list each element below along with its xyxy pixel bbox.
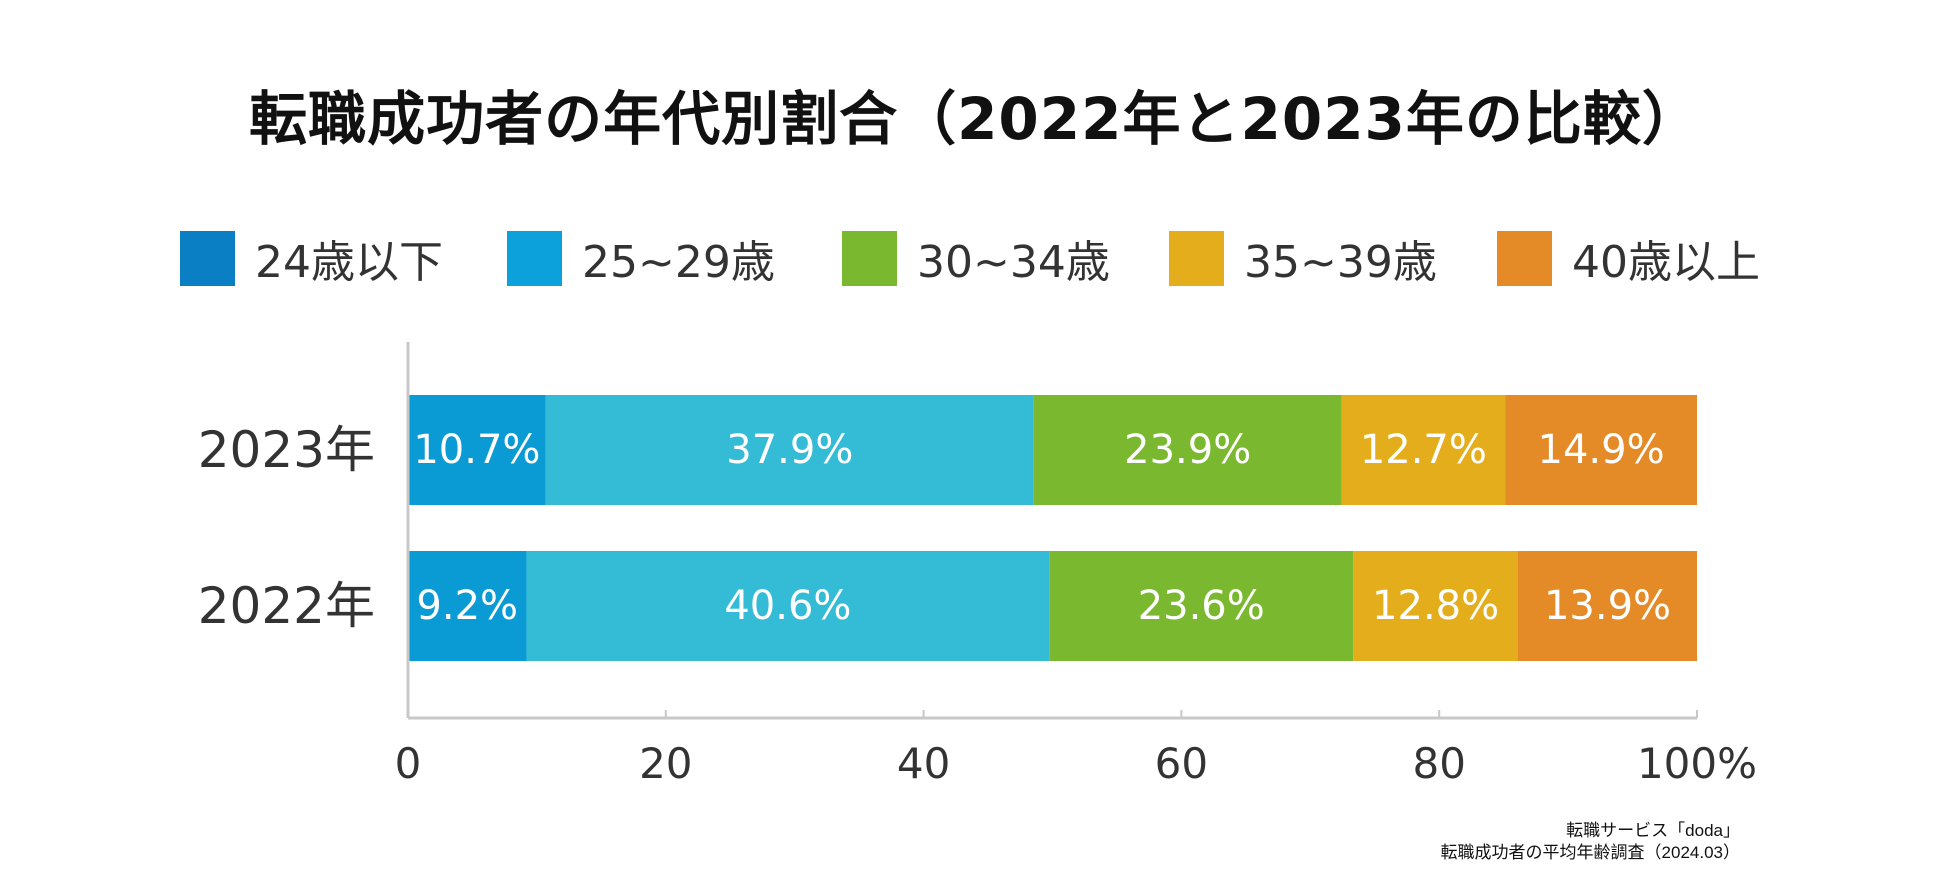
- bar-label-0-0: 10.7%: [413, 427, 540, 473]
- legend-item-40plus: 40歳以上: [1497, 228, 1760, 288]
- bar-label-1-0: 9.2%: [416, 583, 518, 629]
- bar-segment-0-1: [545, 395, 1034, 505]
- legend-label-25-29: 25~29歳: [582, 237, 775, 288]
- category-label-0: 2023年: [198, 421, 375, 479]
- bar-label-1-4: 13.9%: [1544, 583, 1671, 629]
- legend-swatch-30-34: [842, 230, 897, 286]
- bar-segment-0-0: [408, 395, 546, 505]
- bar-segment-1-4: [1518, 551, 1697, 661]
- legend-item-under24: 24歳以下: [180, 228, 443, 288]
- source-line-1: 転職サービス「doda」: [1566, 821, 1740, 840]
- bar-label-0-3: 12.7%: [1360, 427, 1487, 473]
- bar-segment-1-3: [1353, 551, 1519, 661]
- x-tick-label-0: 0: [395, 739, 422, 788]
- bar-segment-0-2: [1033, 395, 1342, 505]
- legend-label-30-34: 30~34歳: [917, 237, 1110, 288]
- x-tick-label-2: 40: [897, 739, 950, 788]
- bar-label-1-1: 40.6%: [724, 583, 851, 629]
- source-note: 転職サービス「doda」 転職成功者の平均年齢調査（2024.03）: [1441, 820, 1740, 864]
- x-tick-label-5: 100%: [1637, 739, 1757, 788]
- legend-item-35-39: 35~39歳: [1169, 228, 1437, 288]
- chart-title: 転職成功者の年代別割合（2022年と2023年の比較）: [249, 85, 1701, 153]
- category-label-1: 2022年: [198, 577, 375, 635]
- bar-label-0-1: 37.9%: [726, 427, 853, 473]
- legend-item-30-34: 30~34歳: [842, 228, 1110, 288]
- legend-item-25-29: 25~29歳: [507, 228, 775, 288]
- legend-swatch-40plus: [1497, 230, 1552, 286]
- bar-segment-1-1: [526, 551, 1050, 661]
- legend-label-40plus: 40歳以上: [1572, 237, 1760, 288]
- legend-swatch-35-39: [1169, 230, 1224, 286]
- bar-segment-1-0: [408, 551, 527, 661]
- bar-segment-0-3: [1341, 395, 1506, 505]
- bar-label-1-2: 23.6%: [1138, 583, 1265, 629]
- source-line-2: 転職成功者の平均年齢調査（2024.03）: [1440, 843, 1740, 862]
- legend: 24歳以下 25~29歳 30~34歳 35~39歳 40歳以上: [0, 228, 1950, 288]
- legend-label-under24: 24歳以下: [255, 237, 443, 288]
- legend-swatch-under24: [180, 230, 235, 286]
- bar-segment-0-4: [1505, 395, 1697, 505]
- bar-label-0-4: 14.9%: [1538, 427, 1665, 473]
- x-tick-label-4: 80: [1412, 739, 1465, 788]
- x-tick-label-1: 20: [639, 739, 692, 788]
- bar-label-0-2: 23.9%: [1124, 427, 1251, 473]
- bar-segment-1-2: [1049, 551, 1354, 661]
- legend-label-35-39: 35~39歳: [1244, 237, 1437, 288]
- legend-swatch-25-29: [507, 230, 562, 286]
- bar-label-1-3: 12.8%: [1372, 583, 1499, 629]
- x-tick-label-3: 60: [1155, 739, 1208, 788]
